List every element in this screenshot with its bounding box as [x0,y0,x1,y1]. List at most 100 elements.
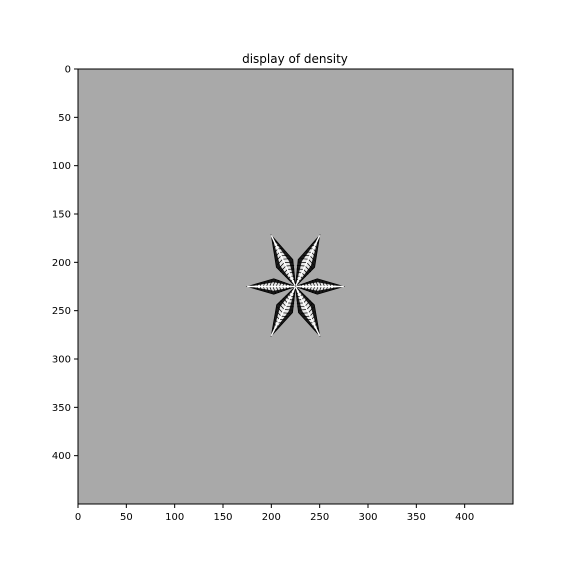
y-tick-label: 350 [52,403,71,414]
star-streak [275,252,280,257]
star-streak [282,297,288,304]
x-tick-label: 200 [262,512,281,523]
x-axis: 0 50 100 150 200 250 300 350 400 [75,504,474,523]
star-streak [266,281,269,287]
star-streak [285,272,290,278]
star-streak [298,309,307,311]
star-streak [282,269,288,275]
x-tick-label: 100 [165,512,184,523]
star-streak [282,286,285,292]
star-streak [262,281,266,287]
star-streak [284,309,293,311]
star-streak [301,295,306,300]
star-streak [282,281,285,287]
x-tick-label: 250 [310,512,329,523]
star-streak [297,261,307,263]
star-streak [285,305,294,308]
star-streak [325,281,329,287]
y-tick-label: 50 [58,113,71,124]
star-streak [309,310,315,317]
star-streak [303,315,311,317]
y-tick-label: 200 [52,258,71,269]
chart-title: display of density [242,52,348,66]
star-spine [270,286,297,337]
star-streak [277,262,285,270]
star-streak [306,281,309,287]
star-streak [309,255,315,261]
star-streak [272,279,277,287]
star-streak [300,312,309,314]
star-streak [277,306,283,314]
plot-area [77,68,514,505]
star-streak [287,302,295,304]
star-streak [282,258,291,260]
star-streak [275,279,280,287]
star-streak [269,286,273,293]
x-tick-label: 350 [407,512,426,523]
star-streak [318,280,322,287]
star-streak [284,261,294,263]
star-streak [296,302,304,304]
star-streak [304,300,311,307]
star-streak [279,265,287,273]
x-tick-label: 400 [455,512,474,523]
y-axis: 0 50 100 150 200 250 300 350 400 [52,65,78,462]
star-streak [304,265,312,273]
star-streak [285,265,295,267]
star-streak [311,286,316,294]
star-streak [308,258,314,266]
x-tick-label: 0 [75,512,81,523]
star-streak [303,297,309,304]
star-streak [309,280,312,287]
star-streak [325,286,329,292]
star-streak [282,312,291,314]
star-streak [306,262,314,270]
y-tick-label: 300 [52,355,71,366]
star-streak [280,315,288,317]
star-spine [294,234,321,287]
star-streak [275,315,280,320]
star-streak [279,280,282,287]
star-streak [311,252,316,257]
star-streak [275,286,280,294]
y-tick-label: 250 [52,306,71,317]
star-streak [269,280,273,287]
star-streak [311,279,316,287]
x-tick-label: 50 [120,512,133,523]
x-tick-label: 150 [213,512,232,523]
star-streak [301,272,306,278]
star-streak [277,258,283,266]
y-tick-label: 100 [52,161,71,172]
star-streak [322,286,325,292]
star-streak [285,295,290,300]
star-streak [297,305,306,308]
y-tick-label: 150 [52,210,71,221]
star-streak [300,258,309,260]
star-streak [318,286,322,293]
star-streak [309,286,312,293]
star-streak [280,300,287,307]
star-streak [278,302,285,310]
star-streak [266,286,269,292]
star-streak [272,286,277,294]
star-streak [296,265,306,267]
star-streak [279,286,282,293]
star-streak [276,255,282,261]
star-spine [294,286,321,337]
y-tick-label: 0 [65,65,71,76]
star-spine [270,234,297,287]
star-streak [306,302,313,310]
star-streak [311,315,316,320]
star-streak [303,269,309,275]
star-streak [262,286,266,292]
star-streak [276,310,282,317]
star-streak [314,279,319,287]
star-streak [306,286,309,292]
star-streak [314,286,319,294]
x-tick-label: 300 [358,512,377,523]
star-streak [308,306,314,314]
star-streak [322,281,325,287]
density-star [245,234,346,338]
y-tick-label: 400 [52,451,71,462]
